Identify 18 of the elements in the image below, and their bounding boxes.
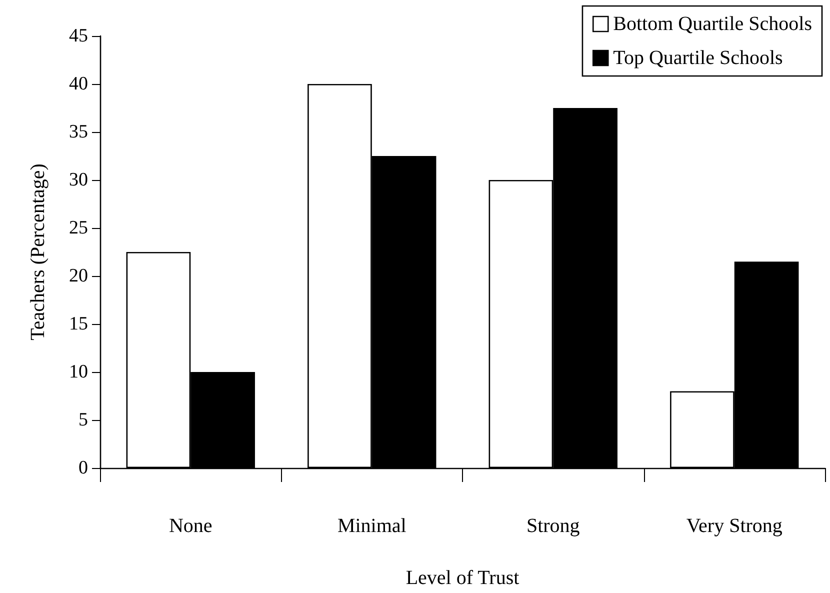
x-axis-title: Level of Trust: [406, 567, 520, 589]
y-tick-label: 10: [69, 362, 88, 382]
legend-label: Top Quartile Schools: [613, 47, 784, 69]
y-tick-label: 15: [69, 314, 88, 334]
y-tick-label: 5: [78, 410, 88, 430]
y-tick-label: 0: [78, 458, 88, 478]
x-tick-label: Minimal: [337, 515, 407, 537]
y-axis-title: Teachers (Percentage): [27, 164, 49, 340]
y-tick-label: 25: [69, 218, 88, 238]
y-tick-label: 35: [69, 122, 88, 142]
x-tick-label: Strong: [526, 515, 580, 537]
x-tick-label: None: [168, 515, 212, 537]
legend-label: Bottom Quartile Schools: [613, 13, 812, 35]
y-tick-label: 30: [69, 170, 88, 190]
y-tick-label: 20: [69, 266, 88, 286]
y-tick-label: 40: [69, 74, 88, 94]
y-tick-label: 45: [69, 26, 88, 46]
x-tick-label: Very Strong: [686, 515, 782, 537]
